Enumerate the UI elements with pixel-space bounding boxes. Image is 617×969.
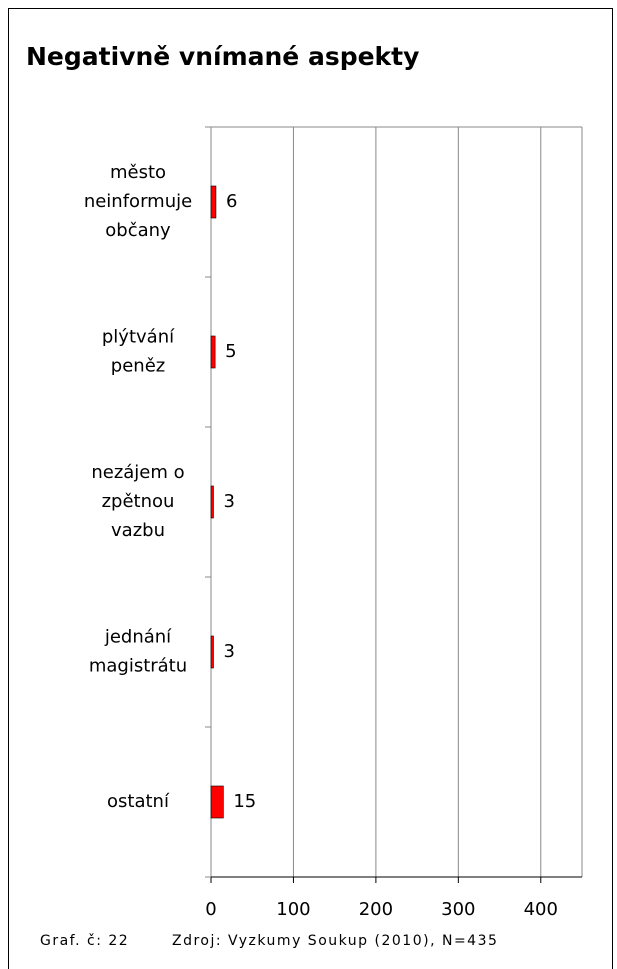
y-tick-label: plýtvání <box>102 327 175 348</box>
y-tick-label: zpětnou <box>102 491 175 512</box>
bar <box>210 635 214 669</box>
bar <box>210 335 216 369</box>
footer-left: Graf. č: 22 <box>40 933 129 949</box>
y-tick-label: nezájem o <box>91 462 184 483</box>
frame <box>8 8 613 969</box>
value-label: 5 <box>225 341 236 362</box>
x-tick-label: 300 <box>441 899 475 920</box>
value-label: 15 <box>233 791 256 812</box>
y-tick-label: magistrátu <box>89 656 187 677</box>
y-tick-label: peněz <box>111 356 165 377</box>
x-tick-label: 0 <box>205 899 216 920</box>
chart-title: Negativně vnímané aspekty <box>26 42 419 71</box>
y-tick-label: občany <box>105 220 171 241</box>
y-tick-label: ostatní <box>107 791 170 812</box>
bar <box>210 185 217 219</box>
value-label: 3 <box>223 491 234 512</box>
bar <box>210 485 214 519</box>
y-tick-label: neinformuje <box>84 191 192 212</box>
value-label: 6 <box>226 191 237 212</box>
value-label: 3 <box>223 641 234 662</box>
y-tick-label: jednání <box>104 627 172 648</box>
x-tick-label: 400 <box>524 899 558 920</box>
y-tick-label: vazbu <box>111 520 165 541</box>
x-tick-label: 200 <box>359 899 393 920</box>
x-tick-label: 100 <box>276 899 310 920</box>
y-tick-label: město <box>110 162 166 183</box>
footer-right: Zdroj: Vyzkumy Soukup (2010), N=435 <box>172 933 498 949</box>
bar <box>210 785 224 819</box>
